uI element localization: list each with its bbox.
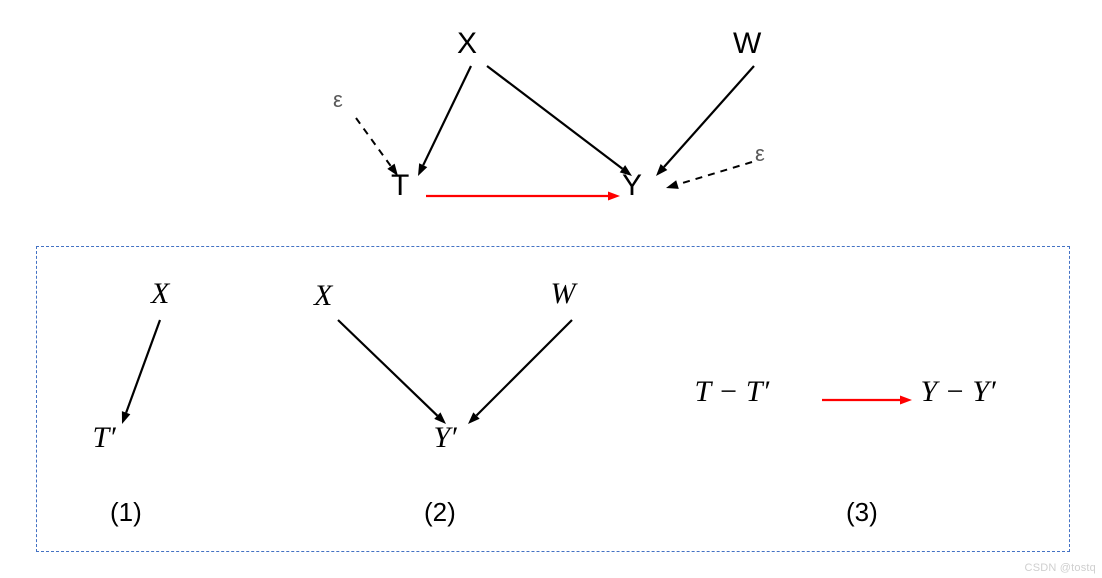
- node-top-T: T: [391, 171, 409, 201]
- panel3-label: (3): [846, 499, 878, 525]
- panel1-Tprime: T′: [93, 423, 116, 453]
- epsilon-right: ε: [755, 143, 765, 165]
- node-top-X: X: [457, 29, 477, 59]
- node-top-Y: Y: [622, 171, 642, 201]
- diagram-canvas: X W T Y ε ε X T′ (1) X W Y′ (2) T − T′ Y…: [0, 0, 1102, 578]
- panel2-X: X: [314, 281, 332, 311]
- panel1-X: X: [151, 279, 169, 309]
- node-top-W: W: [733, 29, 761, 59]
- panel2-Yprime: Y′: [434, 423, 457, 453]
- panel2-W: W: [551, 279, 576, 309]
- panel1-label: (1): [110, 499, 142, 525]
- panel2-label: (2): [424, 499, 456, 525]
- panel3-lhs: T − T′: [695, 377, 770, 407]
- watermark: CSDN @tostq: [1025, 562, 1096, 574]
- panel3-rhs: Y − Y′: [921, 377, 996, 407]
- epsilon-left: ε: [333, 89, 343, 111]
